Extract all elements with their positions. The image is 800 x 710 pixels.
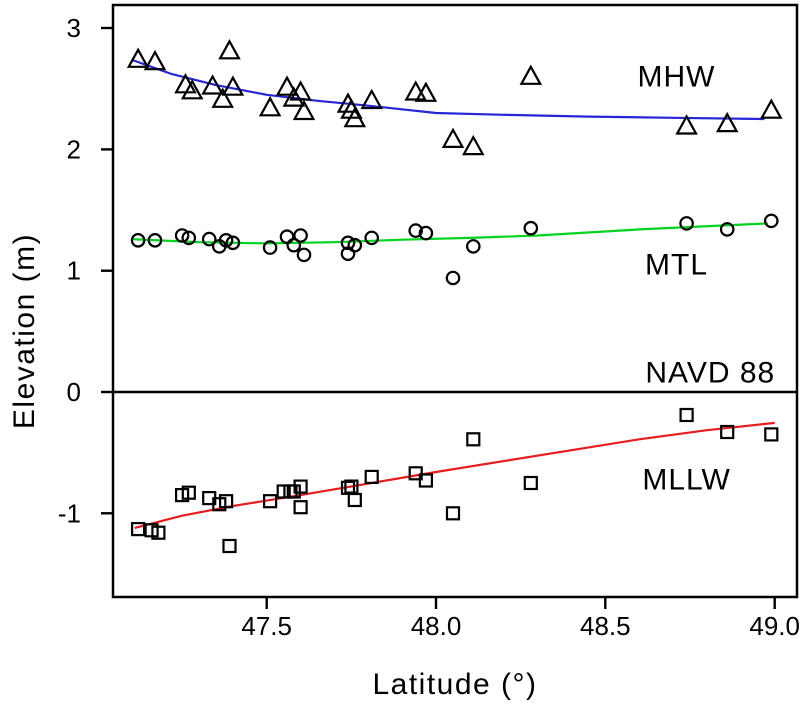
mllw-point bbox=[181, 485, 196, 500]
mtl-point bbox=[445, 270, 461, 286]
mtl-point bbox=[523, 220, 539, 236]
y-tick-label: 0 bbox=[67, 377, 81, 407]
y-tick-label: 3 bbox=[67, 13, 81, 43]
mhw-point bbox=[258, 96, 282, 117]
mhw-point bbox=[340, 98, 363, 119]
mtl-point bbox=[181, 230, 197, 246]
mhw-point bbox=[675, 114, 698, 135]
mllw-point bbox=[466, 432, 481, 447]
x-tick-label: 49.0 bbox=[749, 611, 800, 641]
mhw-point bbox=[201, 74, 224, 95]
mtl-point bbox=[293, 228, 308, 243]
mtl-point bbox=[201, 231, 217, 247]
mllw-point bbox=[222, 538, 237, 554]
mllw-point bbox=[679, 407, 694, 423]
mtl-point bbox=[130, 233, 146, 248]
mtl-point bbox=[225, 235, 241, 251]
mtl-point bbox=[174, 228, 190, 243]
mtl-point bbox=[286, 237, 302, 253]
mtl-point bbox=[147, 233, 163, 248]
mtl-point bbox=[262, 240, 278, 255]
x-axis-title: Latitude (°) bbox=[372, 668, 537, 701]
x-tick-label: 48.5 bbox=[580, 611, 631, 641]
y-tick-label: 2 bbox=[67, 134, 81, 164]
mllw-point bbox=[293, 479, 308, 494]
mllw-point bbox=[347, 492, 362, 508]
mllw-point bbox=[408, 466, 423, 481]
mtl-point bbox=[418, 225, 434, 241]
mllw-point bbox=[263, 494, 278, 509]
mtl-point bbox=[218, 233, 234, 248]
mhw-point bbox=[275, 75, 299, 96]
x-tick-label: 47.5 bbox=[241, 611, 292, 641]
y-tick-label: -1 bbox=[58, 498, 81, 528]
y-axis-title: Elevation (m) bbox=[8, 233, 41, 429]
mhw-point bbox=[715, 111, 739, 133]
mhw-point bbox=[519, 64, 543, 85]
plot-area: 47.5 48.0 48.5 49.0 3 2 1 0 -1 MHW MTL NAVD 88 MLLW bbox=[58, 13, 800, 641]
mtl-point bbox=[340, 235, 356, 251]
mhw-point bbox=[760, 98, 783, 119]
mtl-point bbox=[465, 239, 481, 254]
mllw-point bbox=[418, 473, 433, 488]
mllw-points bbox=[131, 407, 779, 554]
mhw-point bbox=[360, 88, 383, 110]
mllw-point bbox=[151, 525, 166, 540]
mllw-point bbox=[364, 469, 379, 484]
mllw-point bbox=[764, 427, 779, 442]
mhw-point bbox=[143, 49, 167, 71]
annotation-navd-88: NAVD 88 bbox=[645, 357, 775, 390]
mhw-point bbox=[441, 127, 465, 148]
mllw-point bbox=[445, 506, 461, 521]
mllw-point bbox=[293, 500, 308, 515]
mtl-point bbox=[763, 213, 779, 229]
mtl-point bbox=[679, 216, 694, 231]
mhw-point bbox=[292, 99, 316, 121]
plot-border bbox=[111, 3, 799, 599]
mhw-point bbox=[180, 79, 204, 100]
y-axis-ticks: 3 2 1 0 -1 bbox=[58, 13, 113, 528]
mhw-point bbox=[221, 75, 245, 96]
annotation-mllw: MLLW bbox=[642, 463, 730, 496]
mtl-points bbox=[130, 213, 779, 286]
mhw-points bbox=[126, 39, 783, 156]
mtl-point bbox=[719, 222, 735, 237]
mtl-point bbox=[279, 229, 295, 244]
mhw-point bbox=[289, 80, 312, 101]
mhw-trend-line bbox=[130, 58, 765, 121]
mtl-point bbox=[364, 230, 379, 246]
mllw-point bbox=[219, 494, 234, 509]
mtl-point bbox=[296, 247, 312, 263]
mllw-point bbox=[344, 479, 359, 494]
mtl-trend-line bbox=[131, 222, 768, 245]
mhw-point bbox=[282, 86, 306, 107]
mtl-point bbox=[408, 223, 423, 238]
mhw-point bbox=[462, 134, 485, 156]
mhw-point bbox=[211, 87, 234, 108]
y-tick-label: 1 bbox=[67, 256, 81, 286]
annotation-mhw: MHW bbox=[638, 61, 716, 94]
x-axis-ticks: 47.5 48.0 48.5 49.0 bbox=[241, 597, 800, 641]
mtl-point bbox=[347, 237, 363, 253]
mhw-point bbox=[218, 39, 241, 60]
annotation-mtl: MTL bbox=[645, 249, 708, 282]
mllw-point bbox=[720, 424, 735, 440]
x-tick-label: 48.0 bbox=[411, 611, 462, 641]
mhw-point bbox=[404, 80, 427, 101]
mllw-point bbox=[131, 521, 146, 537]
mhw-point bbox=[126, 47, 150, 68]
mhw-point bbox=[414, 81, 438, 102]
mhw-point bbox=[343, 106, 367, 128]
mllw-point bbox=[523, 475, 538, 491]
